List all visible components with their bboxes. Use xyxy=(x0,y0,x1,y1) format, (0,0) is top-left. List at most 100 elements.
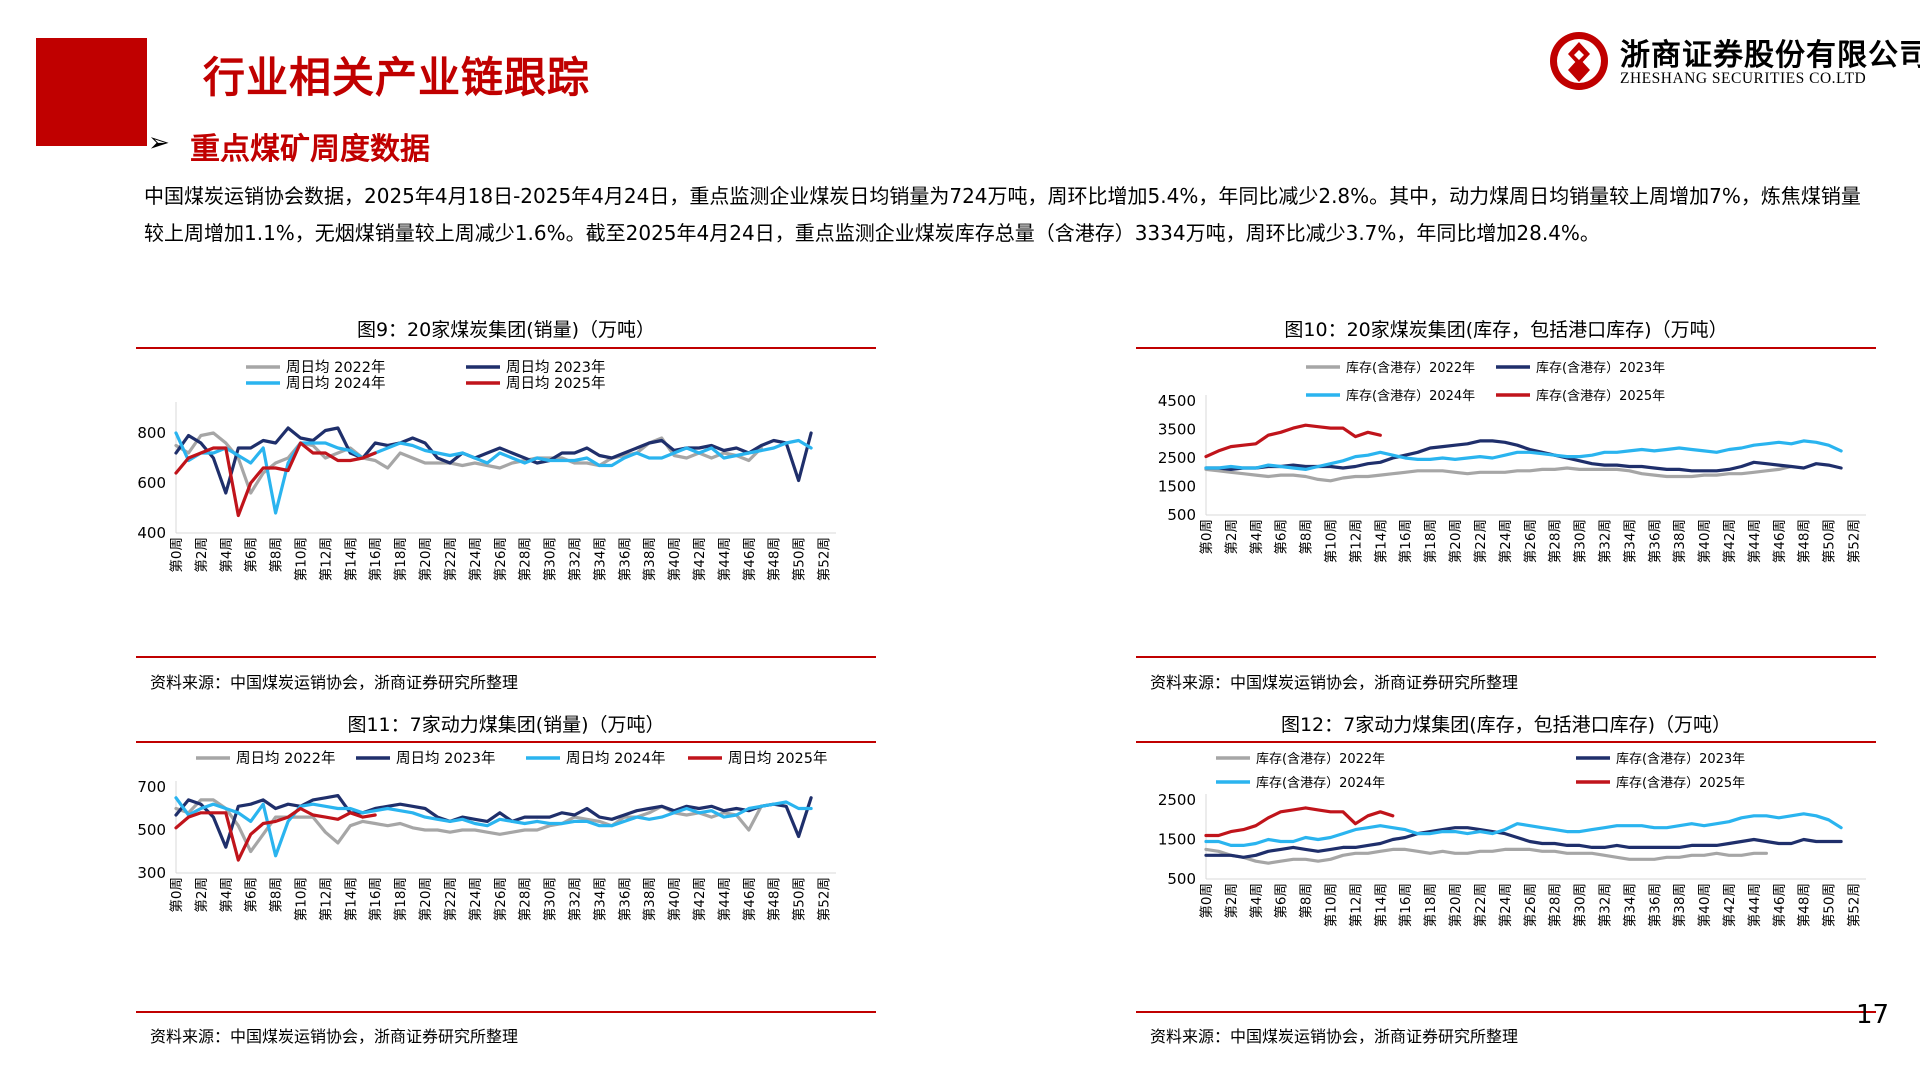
x-tick-label: 第6周 xyxy=(1273,519,1290,555)
x-tick-label: 第42周 xyxy=(1721,519,1738,563)
x-tick-label: 第38周 xyxy=(641,537,658,581)
figure-top-rule xyxy=(136,347,876,349)
x-tick-label: 第48周 xyxy=(1796,519,1813,563)
x-tick-label: 第2周 xyxy=(193,877,210,913)
header-red-block xyxy=(36,38,147,146)
x-tick-label: 第44周 xyxy=(716,537,733,581)
x-tick-label: 第14周 xyxy=(342,877,359,921)
figure-title: 图9：20家煤炭集团(销量)（万吨） xyxy=(356,319,656,341)
figure-top-rule xyxy=(1136,347,1876,349)
logo-company-name-en: ZHESHANG SECURITIES CO.LTD xyxy=(1620,70,1867,87)
x-tick-label: 第0周 xyxy=(168,537,185,573)
figure-9: 图9：20家煤炭集团(销量)（万吨） 400 600 800 第0周 第2周 第4周 第6周… xyxy=(136,315,876,695)
x-tick-label: 第16周 xyxy=(1397,883,1414,927)
x-tick-label: 第32周 xyxy=(1596,519,1613,563)
legend-label: 周日均 2025年 xyxy=(506,375,606,392)
x-tick-label: 第18周 xyxy=(392,537,409,581)
x-tick-label: 第14周 xyxy=(1372,519,1389,563)
legend-label: 周日均 2022年 xyxy=(236,750,336,767)
series-line-2022 xyxy=(1204,464,1793,483)
x-tick-label: 第52周 xyxy=(1846,883,1863,927)
y-tick-label: 300 xyxy=(137,864,166,882)
x-tick-label: 第0周 xyxy=(168,877,185,913)
x-tick-label: 第24周 xyxy=(1497,519,1514,563)
x-tick-label: 第44周 xyxy=(1746,883,1763,927)
series-line-2025 xyxy=(174,806,377,862)
figure-title: 图12：7家动力煤集团(库存，包括港口库存)（万吨） xyxy=(1280,714,1732,736)
figure-bottom-rule xyxy=(1136,1011,1876,1013)
figure-bottom-rule xyxy=(136,1011,876,1013)
figure-bottom-rule xyxy=(136,656,876,658)
x-tick-label: 第52周 xyxy=(1846,519,1863,563)
series-line-2023 xyxy=(174,426,813,495)
x-tick-label: 第52周 xyxy=(816,877,833,921)
x-tick-label: 第36周 xyxy=(616,537,633,581)
x-tick-label: 第8周 xyxy=(268,877,285,913)
x-tick-label: 第12周 xyxy=(1347,883,1364,927)
x-tick-label: 第46周 xyxy=(741,877,758,921)
x-tick-label: 第4周 xyxy=(1248,883,1265,919)
x-tick-label: 第8周 xyxy=(268,537,285,573)
y-tick-label: 2500 xyxy=(1158,449,1196,467)
x-tick-label: 第38周 xyxy=(641,877,658,921)
legend-label: 周日均 2023年 xyxy=(396,750,496,767)
x-tick-label: 第36周 xyxy=(1646,883,1663,927)
x-tick-label: 第26周 xyxy=(492,877,509,921)
x-tick-label: 第6周 xyxy=(243,537,260,573)
x-tick-label: 第2周 xyxy=(1223,883,1240,919)
x-tick-label: 第48周 xyxy=(766,537,783,581)
x-tick-label: 第12周 xyxy=(1347,519,1364,563)
x-tick-label: 第20周 xyxy=(1447,519,1464,563)
chart-svg: 400 600 800 第0周 第2周 第4周 第6周 第8周 第10周 第12周 第14周 第16周… xyxy=(137,359,836,581)
y-tick-label: 500 xyxy=(1167,506,1196,524)
x-tick-label: 第12周 xyxy=(317,537,334,581)
x-tick-label: 第18周 xyxy=(392,877,409,921)
figure-source: 资料来源：中国煤炭运销协会，浙商证券研究所整理 xyxy=(1150,673,1519,692)
x-tick-label: 第14周 xyxy=(1372,883,1389,927)
y-tick-label: 600 xyxy=(137,474,166,492)
x-tick-label: 第42周 xyxy=(1721,883,1738,927)
x-tick-label: 第0周 xyxy=(1198,519,1215,555)
figure-source: 资料来源：中国煤炭运销协会，浙商证券研究所整理 xyxy=(150,1027,519,1046)
figure-top-rule xyxy=(1136,741,1876,743)
x-tick-label: 第22周 xyxy=(442,537,459,581)
figure-source: 资料来源：中国煤炭运销协会，浙商证券研究所整理 xyxy=(150,673,519,692)
x-tick-label: 第10周 xyxy=(1323,883,1340,927)
x-tick-label: 第34周 xyxy=(591,537,608,581)
company-logo: 浙商证券股份有限公司 ZHESHANG SECURITIES CO.LTD xyxy=(1548,28,1920,96)
x-tick-label: 第50周 xyxy=(791,537,808,581)
zheshang-logo-icon xyxy=(1550,32,1608,90)
y-tick-label: 3500 xyxy=(1158,421,1196,439)
x-tick-label: 第42周 xyxy=(691,537,708,581)
x-tick-label: 第32周 xyxy=(1596,883,1613,927)
legend-label: 库存(含港存）2024年 xyxy=(1346,388,1475,404)
legend-label: 库存(含港存）2025年 xyxy=(1536,388,1665,404)
x-tick-label: 第22周 xyxy=(1472,883,1489,927)
series-line-2024 xyxy=(1204,439,1843,472)
x-tick-label: 第28周 xyxy=(517,537,534,581)
x-tick-label: 第36周 xyxy=(616,877,633,921)
y-tick-label: 500 xyxy=(137,821,166,839)
x-tick-label: 第24周 xyxy=(1497,883,1514,927)
x-tick-label: 第40周 xyxy=(666,537,683,581)
x-tick-label: 第48周 xyxy=(1796,883,1813,927)
x-tick-label: 第4周 xyxy=(218,877,235,913)
y-tick-label: 400 xyxy=(137,524,166,542)
legend-label: 库存(含港存）2022年 xyxy=(1346,360,1475,376)
chart-svg: 300 500 700 第0周 第2周 第4周 第6周 第8周 第10周 第12周 第14周 第16周… xyxy=(137,750,836,921)
x-tick-label: 第40周 xyxy=(666,877,683,921)
figure-10: 图10：20家煤炭集团(库存，包括港口库存)（万吨） 500 1500 2500 35… xyxy=(1136,315,1876,695)
x-tick-label: 第42周 xyxy=(691,877,708,921)
x-tick-label: 第30周 xyxy=(1572,883,1589,927)
figure-11: 图11：7家动力煤集团(销量)（万吨） 300 500 700 第0周 第2周 第4周 第6… xyxy=(136,710,876,1050)
y-tick-label: 1500 xyxy=(1158,831,1196,849)
y-tick-label: 4500 xyxy=(1158,392,1196,410)
x-tick-label: 第2周 xyxy=(193,537,210,573)
legend-label: 周日均 2024年 xyxy=(286,375,386,392)
x-tick-label: 第30周 xyxy=(1572,519,1589,563)
x-tick-label: 第40周 xyxy=(1696,519,1713,563)
figure-top-rule xyxy=(136,741,876,743)
y-tick-label: 800 xyxy=(137,424,166,442)
figure-12: 图12：7家动力煤集团(库存，包括港口库存)（万吨） 500 1500 2500 第0… xyxy=(1136,710,1876,1050)
